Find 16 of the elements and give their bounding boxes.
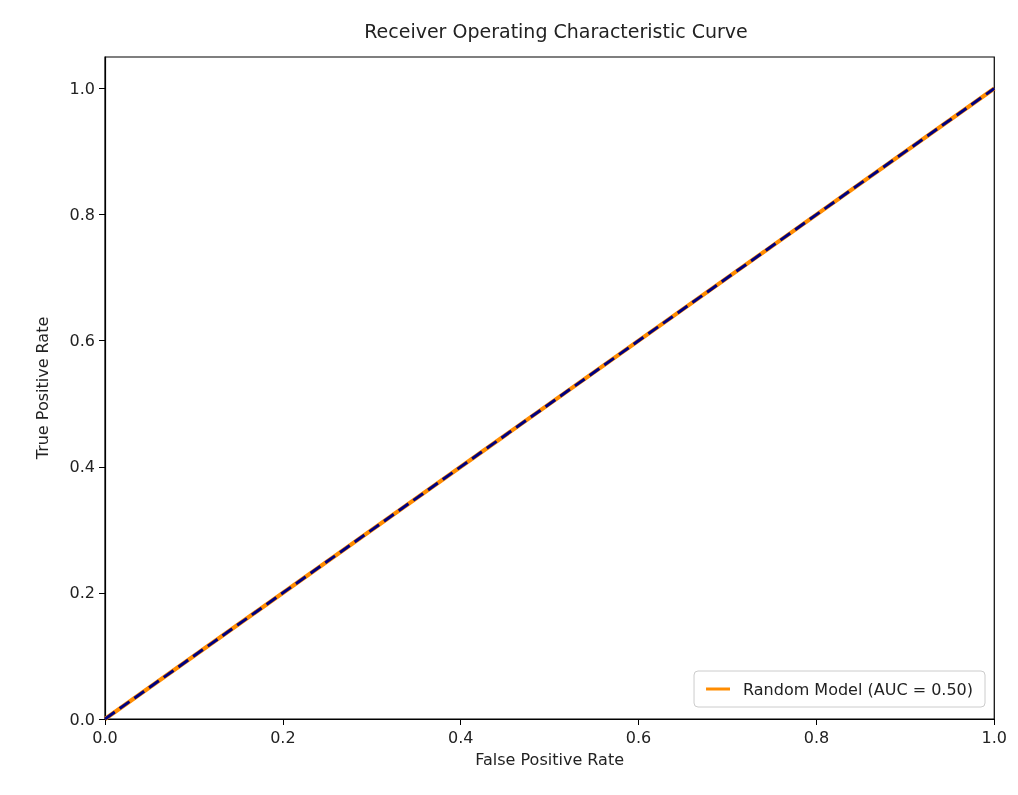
legend-label: Random Model (AUC = 0.50): [743, 679, 973, 699]
chart-title: Receiver Operating Characteristic Curve: [364, 19, 748, 42]
y-tick-label: 0.6: [69, 331, 95, 351]
y-tick-label: 0.8: [69, 205, 95, 225]
x-axis-title: False Positive Rate: [475, 749, 624, 769]
y-tick-label: 1.0: [69, 79, 95, 99]
x-tick-label: 0.4: [447, 727, 474, 747]
y-tick-label: 0.4: [69, 457, 95, 477]
x-tick-label: 0.0: [92, 727, 118, 747]
x-tick-label: 0.2: [270, 727, 296, 747]
y-tick-label: 0.2: [69, 583, 95, 603]
y-tick-label: 0.0: [69, 709, 95, 729]
x-tick-label: 0.6: [625, 727, 652, 747]
x-tick-label: 1.0: [981, 727, 1007, 747]
y-axis-title: True Positive Rate: [32, 316, 52, 461]
x-tick-label: 0.8: [803, 727, 830, 747]
